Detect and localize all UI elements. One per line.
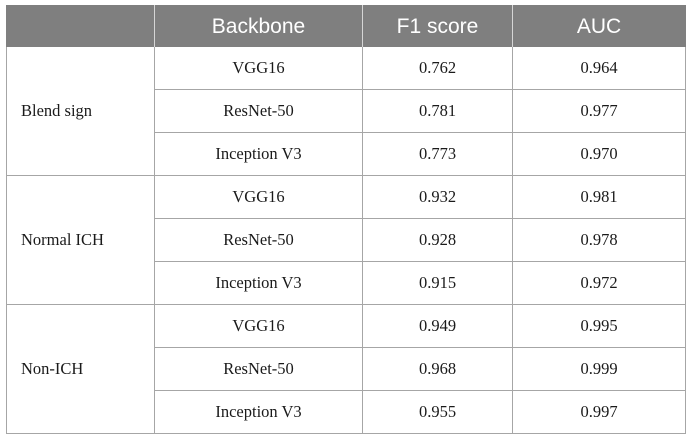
backbone-cell: ResNet-50 <box>154 218 363 262</box>
header-row: Backbone F1 score AUC <box>6 5 686 47</box>
auc-cell: 0.999 <box>512 347 686 391</box>
results-table: Backbone F1 score AUC VGG16 0.762 0.964 … <box>6 5 686 434</box>
f1-cell: 0.955 <box>362 390 513 434</box>
table-row: Normal ICH ResNet-50 0.928 0.978 <box>6 218 686 262</box>
group-label: Normal ICH <box>6 218 155 262</box>
backbone-cell: VGG16 <box>154 175 363 219</box>
table-row: Blend sign ResNet-50 0.781 0.977 <box>6 89 686 133</box>
backbone-cell: ResNet-50 <box>154 347 363 391</box>
f1-cell: 0.949 <box>362 304 513 348</box>
auc-cell: 0.981 <box>512 175 686 219</box>
table-header: Backbone F1 score AUC <box>6 5 686 47</box>
auc-cell: 0.978 <box>512 218 686 262</box>
f1-cell: 0.928 <box>362 218 513 262</box>
group-label: Blend sign <box>6 89 155 133</box>
backbone-cell: Inception V3 <box>154 261 363 305</box>
table-body: VGG16 0.762 0.964 Blend sign ResNet-50 0… <box>6 47 686 434</box>
header-group <box>6 5 155 47</box>
f1-cell: 0.773 <box>362 132 513 176</box>
group-cell <box>6 261 155 305</box>
group-cell <box>6 47 155 90</box>
group-cell <box>6 132 155 176</box>
table-row: Inception V3 0.915 0.972 <box>6 261 686 305</box>
f1-cell: 0.915 <box>362 261 513 305</box>
f1-cell: 0.932 <box>362 175 513 219</box>
group-cell <box>6 304 155 348</box>
backbone-cell: Inception V3 <box>154 132 363 176</box>
auc-cell: 0.977 <box>512 89 686 133</box>
group-cell <box>6 175 155 219</box>
f1-cell: 0.762 <box>362 47 513 90</box>
table-row: VGG16 0.949 0.995 <box>6 304 686 348</box>
backbone-cell: VGG16 <box>154 304 363 348</box>
header-f1-score: F1 score <box>362 5 513 47</box>
backbone-cell: ResNet-50 <box>154 89 363 133</box>
f1-cell: 0.968 <box>362 347 513 391</box>
header-auc: AUC <box>512 5 686 47</box>
group-label: Non-ICH <box>6 347 155 391</box>
table-row: Inception V3 0.773 0.970 <box>6 132 686 176</box>
backbone-cell: Inception V3 <box>154 390 363 434</box>
group-cell <box>6 390 155 434</box>
auc-cell: 0.995 <box>512 304 686 348</box>
header-backbone: Backbone <box>154 5 363 47</box>
auc-cell: 0.964 <box>512 47 686 90</box>
auc-cell: 0.972 <box>512 261 686 305</box>
table-row: Non-ICH ResNet-50 0.968 0.999 <box>6 347 686 391</box>
f1-cell: 0.781 <box>362 89 513 133</box>
table-row: VGG16 0.932 0.981 <box>6 175 686 219</box>
table-row: VGG16 0.762 0.964 <box>6 47 686 90</box>
auc-cell: 0.970 <box>512 132 686 176</box>
backbone-cell: VGG16 <box>154 47 363 90</box>
auc-cell: 0.997 <box>512 390 686 434</box>
table-row: Inception V3 0.955 0.997 <box>6 390 686 434</box>
